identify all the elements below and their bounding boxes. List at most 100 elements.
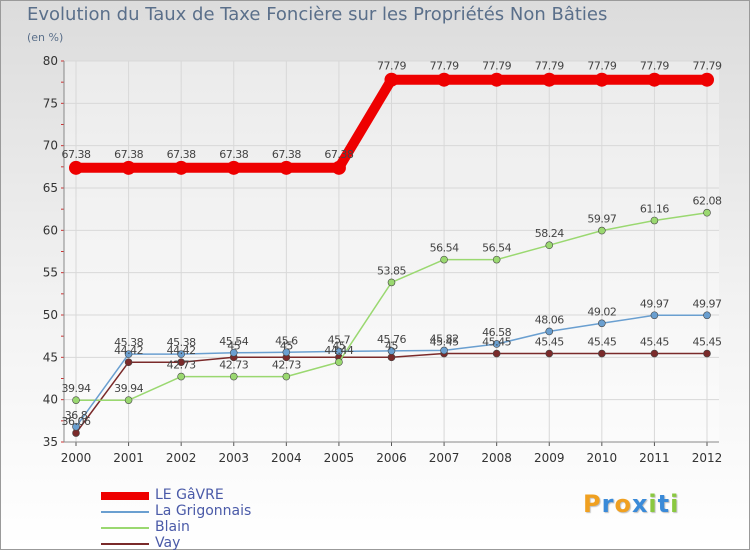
data-label: 77.79 xyxy=(482,60,511,73)
data-label: 67.38 xyxy=(324,148,353,161)
data-point xyxy=(545,327,554,336)
data-label: 45.45 xyxy=(482,336,511,349)
data-point xyxy=(124,350,133,358)
logo-letter: x xyxy=(631,490,649,518)
data-label: 49.97 xyxy=(693,297,722,310)
data-label: 45 xyxy=(385,339,398,352)
data-label: 45.38 xyxy=(167,336,196,349)
data-point xyxy=(437,72,452,87)
data-point xyxy=(282,348,291,357)
x-tick-label: 2004 xyxy=(271,451,302,465)
data-label: 62.08 xyxy=(693,195,722,208)
data-point xyxy=(542,72,557,87)
y-tick-label: 70 xyxy=(43,139,58,153)
data-label: 39.94 xyxy=(114,382,143,395)
legend-swatch xyxy=(101,492,149,500)
data-point xyxy=(598,349,606,358)
data-point xyxy=(598,319,606,328)
data-label: 77.79 xyxy=(430,60,459,73)
data-point xyxy=(650,216,659,225)
y-tick-label: 60 xyxy=(43,223,58,237)
data-label: 67.38 xyxy=(62,148,91,161)
data-label: 46.58 xyxy=(482,326,511,339)
data-point xyxy=(492,255,501,264)
chart-title: Evolution du Taux de Taxe Foncière sur l… xyxy=(27,4,608,25)
y-tick-label: 45 xyxy=(43,350,58,364)
data-label: 45 xyxy=(227,339,240,352)
x-tick-label: 2005 xyxy=(324,451,355,465)
data-label: 58.24 xyxy=(535,227,564,240)
y-tick-label: 75 xyxy=(43,96,58,110)
data-point xyxy=(700,72,714,87)
x-tick-label: 2010 xyxy=(587,451,618,465)
data-label: 42.73 xyxy=(167,359,196,372)
data-label: 45.45 xyxy=(535,336,564,349)
data-point xyxy=(650,349,659,358)
data-point xyxy=(72,422,80,431)
data-point xyxy=(387,353,396,362)
data-point xyxy=(384,72,399,87)
data-point xyxy=(177,372,185,381)
data-point xyxy=(492,340,501,348)
x-tick-label: 2001 xyxy=(113,451,144,465)
data-label: 67.38 xyxy=(272,148,301,161)
logo-letter: r xyxy=(601,490,615,518)
data-point xyxy=(647,72,662,87)
data-point xyxy=(492,349,501,358)
data-label: 36.06 xyxy=(62,415,91,428)
data-label: 45.6 xyxy=(275,334,298,347)
data-label: 45.7 xyxy=(328,333,351,346)
data-label: 42.73 xyxy=(219,359,248,372)
data-point xyxy=(229,348,238,357)
data-label: 45.45 xyxy=(640,336,669,349)
data-label: 45.82 xyxy=(430,332,459,345)
data-point xyxy=(279,160,294,175)
x-tick-label: 2008 xyxy=(481,451,512,465)
legend: LE GâVRE La Grigonnais Blain Vay xyxy=(101,487,361,552)
y-tick-label: 65 xyxy=(43,181,58,195)
legend-swatch xyxy=(101,543,149,545)
data-label: 67.38 xyxy=(219,148,248,161)
data-point xyxy=(124,396,133,404)
logo-letter: i xyxy=(670,490,680,518)
data-label: 53.85 xyxy=(377,264,406,277)
data-point xyxy=(703,349,711,358)
y-tick-label: 35 xyxy=(43,435,58,449)
y-tick-label: 40 xyxy=(43,393,58,407)
data-point xyxy=(703,208,711,217)
data-point xyxy=(545,241,554,250)
data-point xyxy=(124,358,133,367)
data-label: 61.16 xyxy=(640,203,669,216)
data-point xyxy=(226,160,241,175)
data-label: 45 xyxy=(280,339,293,352)
y-tick-label: 50 xyxy=(43,308,58,322)
data-label: 67.38 xyxy=(167,148,196,161)
legend-label: La Grigonnais xyxy=(155,503,252,519)
data-label: 77.79 xyxy=(535,60,564,73)
data-label: 56.54 xyxy=(482,242,511,255)
data-point xyxy=(121,160,136,175)
data-label: 45.38 xyxy=(114,336,143,349)
data-point xyxy=(703,311,711,320)
data-point xyxy=(72,396,80,404)
data-point xyxy=(440,346,448,355)
data-label: 45.76 xyxy=(377,333,406,346)
data-label: 45.45 xyxy=(587,336,616,349)
legend-swatch xyxy=(101,511,149,513)
data-point xyxy=(387,347,396,355)
data-label: 77.79 xyxy=(587,60,616,73)
legend-item: Vay xyxy=(101,535,361,552)
x-tick-label: 2009 xyxy=(534,451,565,465)
x-tick-label: 2006 xyxy=(376,451,407,465)
x-tick-label: 2002 xyxy=(166,451,197,465)
data-point xyxy=(594,72,609,87)
logo-letter: P xyxy=(583,490,602,518)
data-label: 48.06 xyxy=(535,313,564,326)
legend-label: LE GâVRE xyxy=(155,487,224,503)
data-point xyxy=(335,347,343,356)
data-point xyxy=(489,72,504,87)
data-point xyxy=(440,255,448,264)
data-label: 77.79 xyxy=(640,60,669,73)
data-label: 45.45 xyxy=(430,336,459,349)
